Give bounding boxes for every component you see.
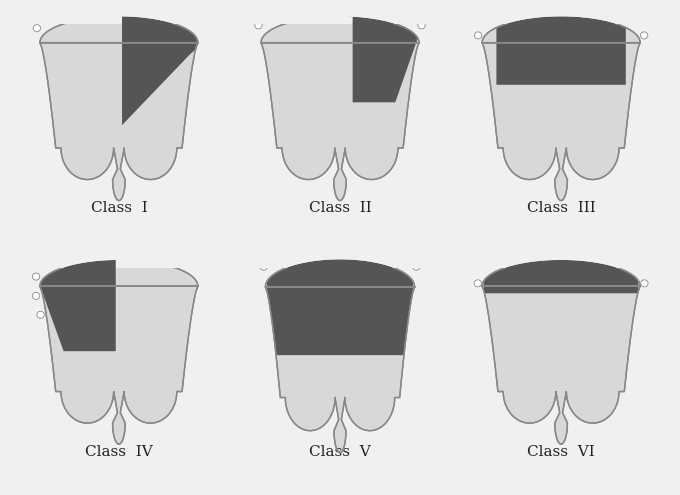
Text: Class  II: Class II [309, 201, 371, 215]
Ellipse shape [37, 254, 44, 261]
Polygon shape [40, 16, 198, 200]
Ellipse shape [311, 208, 318, 216]
Ellipse shape [628, 239, 636, 246]
Ellipse shape [38, 8, 46, 15]
Ellipse shape [636, 13, 644, 20]
Ellipse shape [406, 0, 413, 1]
Text: Class  V: Class V [309, 445, 371, 459]
Text: Class  VI: Class VI [527, 445, 595, 459]
Ellipse shape [402, 240, 409, 247]
Ellipse shape [271, 240, 278, 247]
Ellipse shape [384, 221, 392, 228]
Polygon shape [482, 260, 640, 444]
Text: Class  I: Class I [90, 201, 148, 215]
Ellipse shape [33, 273, 40, 280]
Ellipse shape [260, 263, 267, 270]
Polygon shape [261, 16, 419, 200]
Ellipse shape [478, 258, 485, 265]
Polygon shape [40, 260, 198, 444]
Ellipse shape [478, 13, 486, 20]
Polygon shape [267, 259, 413, 355]
Ellipse shape [637, 258, 645, 265]
Ellipse shape [288, 221, 296, 228]
Polygon shape [40, 260, 126, 351]
Ellipse shape [413, 263, 420, 270]
Polygon shape [122, 16, 198, 125]
Polygon shape [484, 260, 639, 293]
Ellipse shape [641, 280, 648, 287]
Ellipse shape [33, 293, 40, 299]
Text: Class  IV: Class IV [85, 445, 153, 459]
Ellipse shape [33, 25, 41, 32]
Ellipse shape [628, 0, 636, 2]
Ellipse shape [337, 204, 343, 212]
Ellipse shape [263, 0, 271, 6]
Ellipse shape [362, 208, 369, 216]
Ellipse shape [255, 22, 262, 29]
Ellipse shape [475, 32, 481, 39]
Polygon shape [482, 16, 640, 200]
Ellipse shape [474, 280, 481, 287]
Text: Class  III: Class III [527, 201, 596, 215]
Ellipse shape [418, 22, 425, 29]
Ellipse shape [487, 0, 494, 2]
Ellipse shape [37, 311, 44, 318]
Ellipse shape [487, 239, 494, 246]
Polygon shape [347, 16, 418, 102]
Polygon shape [496, 16, 626, 85]
Polygon shape [265, 259, 415, 453]
Ellipse shape [641, 32, 648, 39]
